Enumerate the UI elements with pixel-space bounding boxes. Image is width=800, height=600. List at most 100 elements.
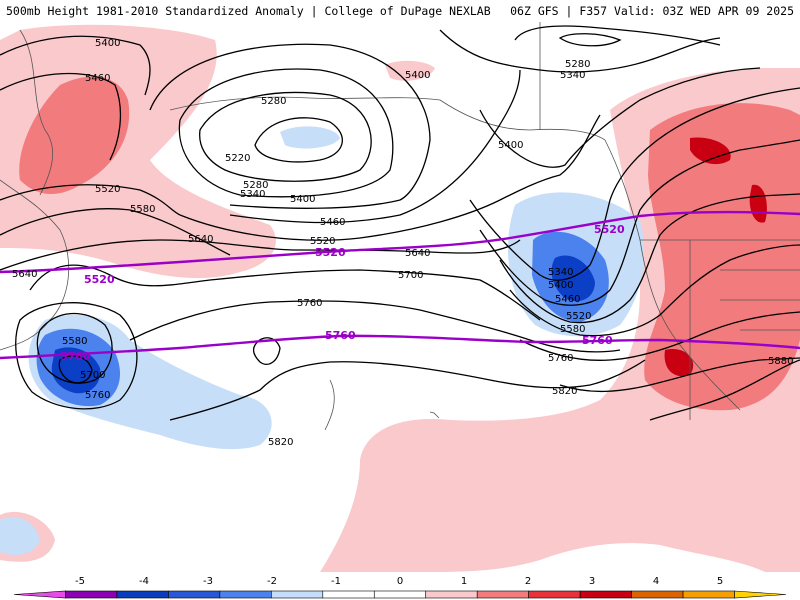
height-label: 5820 <box>268 437 293 448</box>
colorbar-tick: -2 <box>267 576 277 587</box>
height-label: 5340 <box>560 70 585 81</box>
height-label: 5280 <box>261 96 286 107</box>
height-label: 5400 <box>290 194 315 205</box>
contour-5580 <box>509 244 800 337</box>
negative-anomaly-region <box>280 126 340 149</box>
contour-labels: 5400 5460 5520 5580 5640 5640 5280 5220 … <box>12 38 793 448</box>
height-label: 5820 <box>552 386 577 397</box>
colorbar-legend: -5 -4 -3 -2 -1 0 1 2 3 4 5 <box>13 576 787 599</box>
colorbar-swatch <box>631 590 684 599</box>
colorbar-tick: -1 <box>331 576 341 587</box>
highlight-label: 5760 <box>325 329 356 342</box>
negative-anomaly-region <box>0 516 40 555</box>
highlight-label: 5520 <box>315 246 346 259</box>
height-label: 5700 <box>80 370 105 381</box>
map-header: 500mb Height 1981-2010 Standardized Anom… <box>0 0 800 22</box>
height-label: 5580 <box>62 336 87 347</box>
positive-anomaly-region <box>644 103 800 411</box>
colorbar-tick: 5 <box>717 576 723 587</box>
height-label: 5700 <box>398 270 423 281</box>
colorbar-tick: -3 <box>203 576 213 587</box>
contour-5460 <box>229 69 521 224</box>
height-label: 5280 <box>243 180 268 191</box>
height-label: 5880 <box>768 356 793 367</box>
positive-anomaly-region <box>385 60 435 81</box>
contour-small-cell <box>253 337 281 365</box>
contour-5220 <box>254 117 343 163</box>
height-label: 5460 <box>320 217 345 228</box>
height-label: 5520 <box>95 184 120 195</box>
colorbar-swatch <box>579 590 632 599</box>
height-label: 5520 <box>566 311 591 322</box>
positive-anomaly-region <box>664 349 694 377</box>
height-contours <box>0 25 800 421</box>
highlight-label: 5760 <box>60 350 91 363</box>
contour-5280 <box>199 91 372 182</box>
contour-5520 <box>179 114 601 241</box>
highlight-contours <box>0 210 800 360</box>
contour-5700 <box>29 264 541 321</box>
contour-5520 <box>0 184 181 216</box>
contour-5280 <box>514 25 721 46</box>
contour-5760 <box>519 311 800 361</box>
contour-5400 <box>558 33 622 47</box>
highlight-label: 5520 <box>594 223 625 236</box>
height-label: 5400 <box>498 140 523 151</box>
contour-5760-highlight <box>0 334 800 360</box>
negative-anomaly-region <box>551 255 595 302</box>
colorbar-tick-labels: -5 -4 -3 -2 -1 0 1 2 3 4 5 <box>75 576 723 587</box>
contour-5400 <box>149 43 431 209</box>
contour-5760 <box>15 302 138 410</box>
height-label: 5400 <box>548 280 573 291</box>
contour-5820 <box>559 357 800 393</box>
colorbar-swatch <box>682 590 735 599</box>
contour-5460 <box>479 139 800 306</box>
contour-5820 <box>169 359 646 421</box>
height-label: 5640 <box>12 269 37 280</box>
colorbar-swatch <box>219 590 272 599</box>
contour-5340 <box>439 29 721 73</box>
colorbar-swatch <box>13 590 66 599</box>
colorbar-swatch <box>116 590 169 599</box>
height-label: 5340 <box>240 189 265 200</box>
height-label: 5760 <box>85 390 110 401</box>
colorbar-swatch <box>322 590 375 599</box>
height-label: 5280 <box>565 59 590 70</box>
height-label: 5340 <box>548 267 573 278</box>
contour-5460 <box>0 72 122 161</box>
map-title: 500mb Height 1981-2010 Standardized Anom… <box>6 4 491 18</box>
anomaly-map: 5400 5460 5520 5580 5640 5640 5280 5220 … <box>0 22 800 572</box>
colorbar-swatch <box>425 590 478 599</box>
colorbar-swatch <box>168 590 221 599</box>
highlight-label: 5520 <box>84 273 115 286</box>
highlight-label: 5760 <box>582 334 613 347</box>
height-label: 5220 <box>225 153 250 164</box>
anomaly-shading <box>0 24 800 572</box>
contour-5700 <box>58 355 93 384</box>
contour-5400 <box>479 67 761 168</box>
colorbar-swatch <box>476 590 529 599</box>
colorbar-swatch <box>734 590 787 599</box>
contour-5640 <box>0 239 521 271</box>
colorbar-swatch <box>528 590 581 599</box>
colorbar-tick: -4 <box>139 576 149 587</box>
colorbar-tick: 1 <box>461 576 467 587</box>
model-run-info: 06Z GFS | F357 Valid: 03Z WED APR 09 202… <box>510 4 794 18</box>
positive-anomaly-region <box>690 137 731 165</box>
coastlines <box>0 22 800 431</box>
height-label: 5640 <box>188 234 213 245</box>
height-label: 5640 <box>405 248 430 259</box>
colorbar-swatch <box>271 590 324 599</box>
positive-anomaly-region <box>19 76 130 195</box>
colorbar-tick: -5 <box>75 576 85 587</box>
colorbar-tick: 4 <box>653 576 659 587</box>
contour-5520-highlight <box>0 210 800 274</box>
colorbar-tick: 3 <box>589 576 595 587</box>
contour-5520 <box>499 193 800 324</box>
colorbar-tick: 2 <box>525 576 531 587</box>
contour-5580 <box>36 312 113 384</box>
contour-5340 <box>178 68 394 198</box>
contour-5760 <box>129 300 621 353</box>
colorbar-swatch <box>373 590 427 599</box>
colorbar-swatch <box>65 590 118 599</box>
